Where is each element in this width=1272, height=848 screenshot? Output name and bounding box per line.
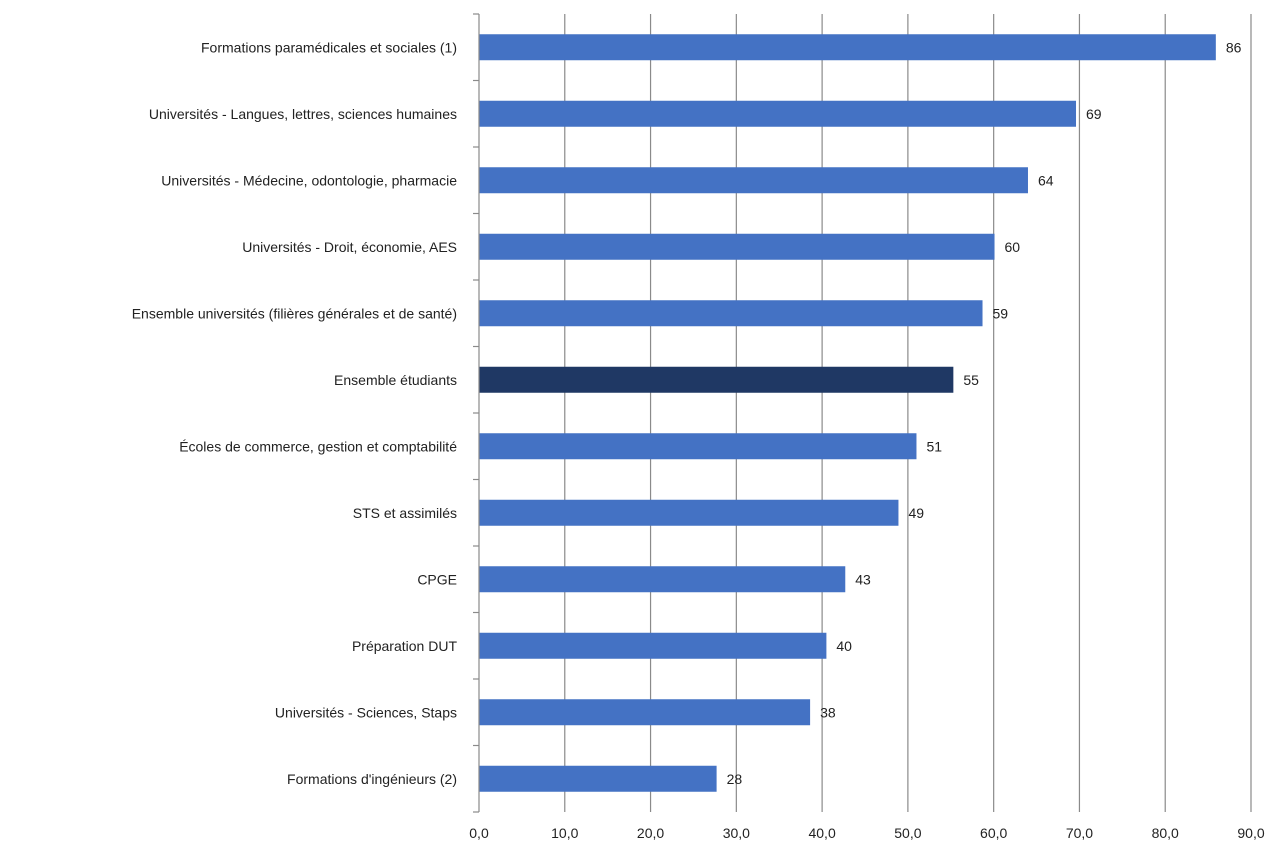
x-tick-label: 40,0 [808,825,835,841]
category-label: Ensemble universités (filières générales… [132,305,457,321]
bar [479,34,1216,61]
x-tick-label: 60,0 [980,825,1007,841]
category-label: Ensemble étudiants [334,372,457,388]
gridlines [473,13,1252,813]
bar [479,499,899,526]
bar [479,632,827,659]
x-axis-tick-labels: 0,0 10,0 20,0 30,0 40,0 50,0 60,0 70,0 80,0 90,0 [469,825,1265,841]
x-tick-label: 70,0 [1066,825,1093,841]
value-label: 86 [1226,39,1242,55]
bar [479,167,1028,194]
category-label: Écoles de commerce, gestion et comptabil… [179,438,457,454]
value-label: 60 [1005,239,1021,255]
value-label: 43 [855,571,871,587]
category-label: Préparation DUT [352,638,457,654]
x-tick-label: 90,0 [1237,825,1264,841]
value-label: 59 [993,305,1009,321]
bar [479,300,983,327]
category-label: STS et assimilés [353,505,457,521]
value-label: 40 [836,638,852,654]
x-tick-label: 50,0 [894,825,921,841]
x-tick-label: 10,0 [551,825,578,841]
x-tick-label: 30,0 [723,825,750,841]
value-label: 51 [926,438,942,454]
x-tick-label: 20,0 [637,825,664,841]
value-label: 69 [1086,106,1102,122]
category-label: Universités - Droit, économie, AES [242,239,457,255]
bar [479,433,917,460]
bar [479,566,846,593]
value-labels: 86 69 64 60 59 55 51 49 43 40 38 28 [727,39,1242,787]
category-label: Universités - Médecine, odontologie, pha… [161,172,457,188]
category-label: Universités - Sciences, Staps [275,704,457,720]
category-label: Universités - Langues, lettres, sciences… [149,106,457,122]
value-label: 55 [963,372,979,388]
value-label: 64 [1038,172,1054,188]
bar [479,699,811,726]
bar [479,233,995,260]
bar [479,765,717,792]
value-label: 28 [727,771,743,787]
bars [479,34,1216,792]
bar [479,366,954,393]
value-label: 49 [908,505,924,521]
x-tick-label: 0,0 [469,825,489,841]
category-label: Formations paramédicales et sociales (1) [201,39,457,55]
value-label: 38 [820,704,836,720]
x-tick-label: 80,0 [1152,825,1179,841]
category-label: CPGE [417,571,457,587]
category-labels: Formations paramédicales et sociales (1)… [132,39,458,787]
bar [479,100,1077,127]
category-label: Formations d'ingénieurs (2) [287,771,457,787]
